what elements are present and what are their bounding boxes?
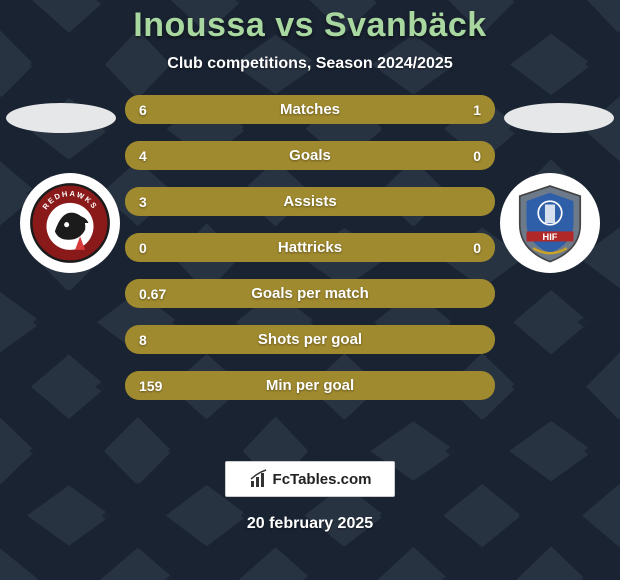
player-right-oval — [504, 103, 614, 133]
stat-row: 4 Goals 0 — [125, 141, 495, 170]
svg-text:HIF: HIF — [543, 232, 558, 242]
brand-chart-icon — [249, 469, 269, 489]
stat-value-right: 0 — [473, 240, 481, 256]
stat-value-right: 1 — [473, 102, 481, 118]
brand-badge: FcTables.com — [225, 461, 395, 497]
stat-value-left: 159 — [139, 378, 162, 394]
player-left-oval — [6, 103, 116, 133]
date-text: 20 february 2025 — [0, 515, 620, 533]
stat-label: Shots per goal — [258, 331, 362, 348]
stat-value-left: 0.67 — [139, 286, 166, 302]
stat-row: 159 Min per goal — [125, 371, 495, 400]
crest-right-icon: HIF — [508, 181, 592, 265]
stat-row: 6 Matches 1 — [125, 95, 495, 124]
comparison-arena: REDHAWKS HIF 6 Matches 1 4 Goals 0 3 Assists 0 Ha… — [0, 103, 620, 433]
stat-row: 8 Shots per goal — [125, 325, 495, 354]
stat-label: Matches — [280, 101, 340, 118]
stat-label: Assists — [283, 193, 336, 210]
stat-value-left: 0 — [139, 240, 147, 256]
stat-label: Hattricks — [278, 239, 342, 256]
stats-list: 6 Matches 1 4 Goals 0 3 Assists 0 Hattricks 0 0.67 G… — [125, 95, 495, 400]
crest-left-icon: REDHAWKS — [28, 181, 112, 265]
stat-label: Goals per match — [251, 285, 369, 302]
stat-value-left: 4 — [139, 148, 147, 164]
crest-left: REDHAWKS — [20, 173, 120, 273]
stat-row: 3 Assists — [125, 187, 495, 216]
stat-row: 0 Hattricks 0 — [125, 233, 495, 262]
stat-value-right: 0 — [473, 148, 481, 164]
stat-value-left: 6 — [139, 102, 147, 118]
subtitle: Club competitions, Season 2024/2025 — [0, 55, 620, 73]
stat-label: Goals — [289, 147, 331, 164]
stat-row: 0.67 Goals per match — [125, 279, 495, 308]
stat-value-left: 8 — [139, 332, 147, 348]
stat-label: Min per goal — [266, 377, 354, 394]
brand-text: FcTables.com — [273, 471, 372, 488]
page-title: Inoussa vs Svanbäck — [0, 6, 620, 45]
stat-value-left: 3 — [139, 194, 147, 210]
crest-right: HIF — [500, 173, 600, 273]
